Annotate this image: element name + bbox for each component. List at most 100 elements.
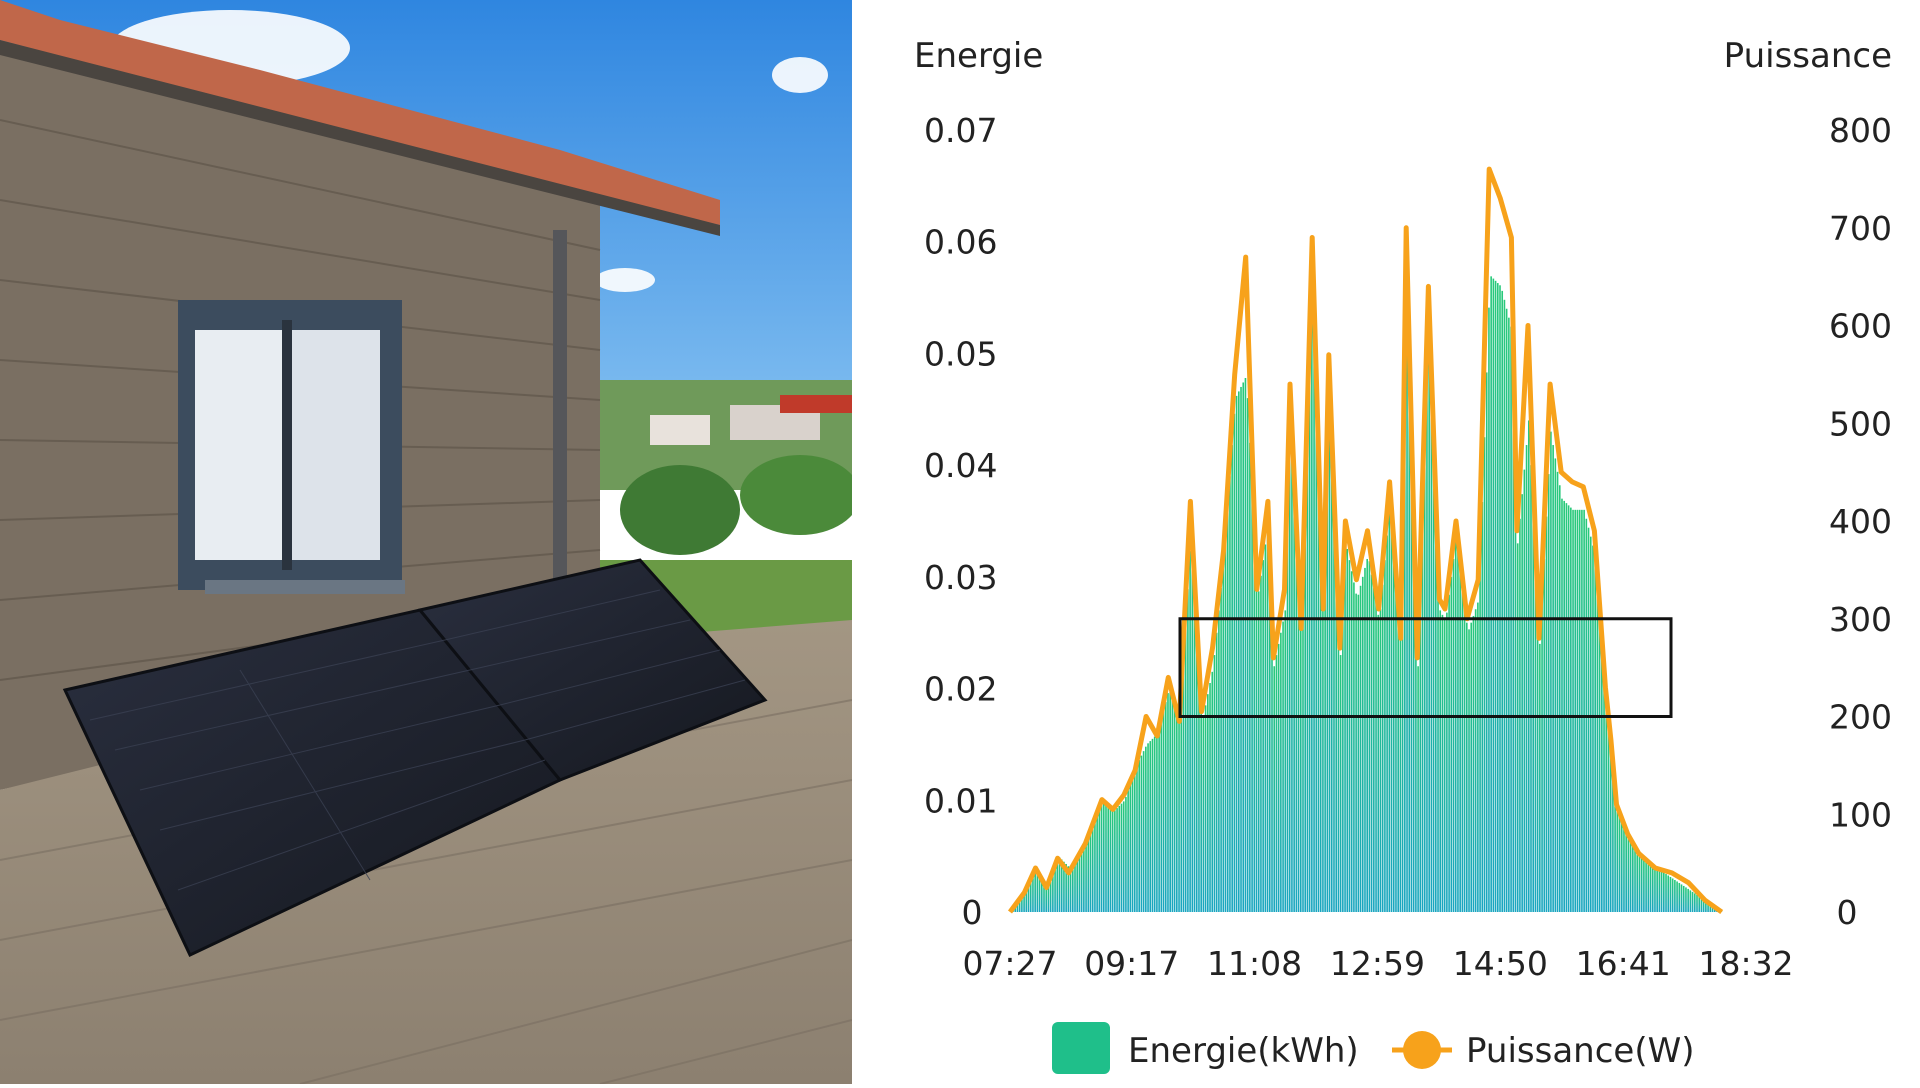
energy-bar bbox=[1592, 545, 1594, 912]
energy-bar bbox=[1634, 847, 1636, 912]
y-right-tick: 600 bbox=[1829, 307, 1892, 346]
energy-bar bbox=[1399, 629, 1402, 912]
energy-bar bbox=[1091, 827, 1094, 912]
power-line bbox=[1007, 166, 1724, 915]
energy-bar bbox=[1485, 372, 1488, 912]
energy-bar bbox=[1567, 505, 1570, 912]
energy-bar bbox=[1543, 558, 1546, 912]
energy-bar bbox=[1477, 602, 1479, 912]
energy-bar bbox=[1693, 893, 1696, 912]
energy-bar bbox=[1654, 866, 1656, 912]
energy-bar bbox=[1027, 882, 1030, 912]
energy-bar bbox=[1322, 586, 1324, 912]
energy-bar bbox=[1457, 542, 1459, 912]
energy-bar bbox=[1244, 378, 1247, 912]
energy-bar bbox=[1368, 561, 1371, 912]
energy-bar bbox=[1667, 875, 1670, 912]
energy-bar bbox=[1439, 610, 1442, 912]
energy-bar bbox=[1441, 614, 1444, 912]
energy-bar bbox=[1682, 885, 1685, 912]
energy-bar bbox=[1636, 851, 1639, 912]
energy-bar bbox=[1609, 735, 1612, 912]
energy-bar bbox=[1452, 558, 1455, 912]
energy-bar bbox=[1328, 375, 1331, 912]
energy-bar bbox=[1266, 528, 1269, 912]
energy-bar bbox=[1160, 719, 1163, 912]
energy-bar bbox=[1308, 385, 1311, 913]
energy-bar bbox=[1235, 395, 1238, 912]
energy-bar bbox=[1025, 887, 1028, 912]
energy-bar bbox=[1076, 856, 1079, 912]
energy-bar bbox=[1512, 373, 1515, 913]
energy-bar bbox=[1357, 594, 1360, 912]
y-left-tick: 0 bbox=[962, 893, 983, 932]
energy-bar bbox=[1470, 622, 1473, 912]
energy-bar bbox=[1359, 585, 1362, 912]
x-tick: 12:59 bbox=[1330, 944, 1425, 983]
energy-bar bbox=[1065, 863, 1067, 912]
energy-bar bbox=[1213, 655, 1216, 912]
energy-bar bbox=[1246, 398, 1249, 913]
energy-bar bbox=[1578, 509, 1581, 912]
energy-bar bbox=[1215, 632, 1218, 912]
energy-bar bbox=[1280, 632, 1282, 912]
energy-bar bbox=[1364, 567, 1366, 912]
energy-bar bbox=[1554, 458, 1557, 912]
energy-bar bbox=[1696, 894, 1698, 912]
energy-bar bbox=[1651, 865, 1654, 912]
energy-bar bbox=[1601, 641, 1603, 912]
energy-bar bbox=[1098, 809, 1101, 912]
energy-bar bbox=[1083, 847, 1085, 912]
energy-bar bbox=[1078, 853, 1081, 912]
energy-bar bbox=[1676, 881, 1678, 912]
energy-bar bbox=[1552, 445, 1554, 912]
energy-bar bbox=[1643, 859, 1645, 912]
energy-bar bbox=[1231, 445, 1233, 912]
photo-illustration bbox=[0, 0, 852, 1084]
energy-bar bbox=[1271, 608, 1273, 912]
energy-bar bbox=[1023, 891, 1025, 912]
energy-bar bbox=[1448, 594, 1450, 912]
energy-bar bbox=[1488, 307, 1490, 912]
y-left-tick: 0.05 bbox=[924, 334, 997, 373]
energy-bar bbox=[1700, 897, 1703, 912]
energy-bar bbox=[1319, 517, 1322, 912]
energy-bar bbox=[1587, 527, 1590, 912]
energy-bar bbox=[1499, 285, 1501, 913]
energy-bar bbox=[1459, 562, 1461, 912]
y-right-tick: 100 bbox=[1829, 795, 1892, 834]
energy-bar bbox=[1454, 541, 1457, 912]
energy-bar bbox=[1220, 588, 1222, 912]
energy-bar bbox=[1663, 872, 1665, 912]
chart-svg: Energie Puissance 0.070.060.050.040.030.… bbox=[914, 36, 1892, 1074]
energy-bar bbox=[1036, 869, 1039, 912]
energy-bar bbox=[1527, 420, 1530, 912]
energy-bar bbox=[1209, 682, 1211, 912]
energy-bar bbox=[1570, 507, 1572, 912]
energy-bar bbox=[1417, 666, 1419, 912]
energy-bar bbox=[1107, 805, 1110, 912]
energy-bar bbox=[1386, 535, 1388, 912]
energy-bar bbox=[1047, 886, 1050, 912]
drain-pipe bbox=[553, 230, 567, 580]
energy-bar bbox=[1249, 442, 1251, 912]
energy-bar bbox=[1147, 743, 1149, 912]
energy-bar bbox=[1049, 879, 1052, 912]
energy-bar bbox=[1607, 717, 1610, 912]
energy-bar bbox=[1284, 610, 1287, 912]
x-tick: 18:32 bbox=[1698, 944, 1793, 983]
energy-bar bbox=[1344, 565, 1346, 912]
energy-bar bbox=[1080, 850, 1083, 912]
energy-bar bbox=[1260, 575, 1262, 912]
energy-bar bbox=[1501, 290, 1504, 913]
energy-bar bbox=[1366, 558, 1368, 912]
energy-bar bbox=[1685, 887, 1687, 912]
energy-bar bbox=[1058, 857, 1061, 912]
energy-bar bbox=[1450, 576, 1453, 912]
energy-bar bbox=[1052, 872, 1054, 912]
energy-bar bbox=[1153, 736, 1156, 912]
energy-bar bbox=[1618, 815, 1621, 912]
energy-bar bbox=[1018, 898, 1021, 912]
energy-bar bbox=[1353, 582, 1355, 912]
solar-panel-right bbox=[417, 558, 768, 782]
